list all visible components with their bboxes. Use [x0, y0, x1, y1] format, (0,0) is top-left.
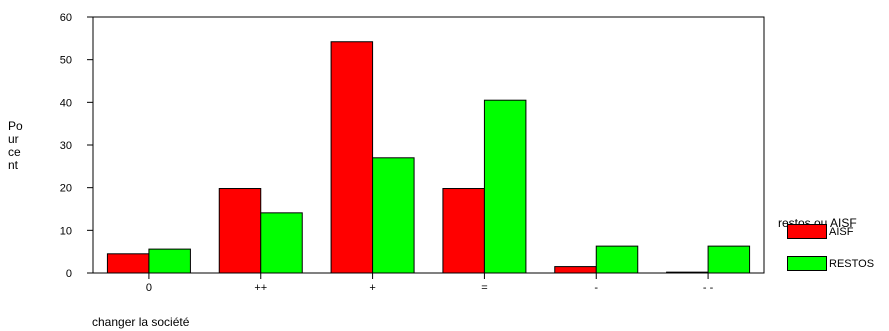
x-tick-label: 0 [146, 282, 152, 294]
y-tick-label: 0 [66, 268, 72, 280]
bar-aisf [442, 188, 485, 274]
bars-group [106, 41, 751, 274]
bar-aisf [330, 41, 374, 274]
y-tick-label: 50 [60, 55, 72, 67]
bar-aisf [218, 188, 262, 274]
bar-aisf [666, 271, 709, 274]
y-axis: 0 10 20 30 40 50 60 [60, 12, 93, 280]
bar-restos [148, 248, 191, 274]
plot-frame [92, 16, 765, 274]
x-tick-label: ++ [254, 282, 267, 294]
y-tick-label: 30 [60, 140, 72, 152]
x-tick-label: - - [703, 282, 714, 294]
bar-aisf [554, 266, 597, 274]
bar-restos [260, 212, 303, 274]
legend-label-restos: RESTOS [829, 257, 875, 270]
x-axis-label: changer la société [92, 315, 190, 329]
legend-item-aisf: AISF [787, 224, 853, 239]
legend-label-aisf: AISF [829, 225, 854, 238]
legend-item-restos: RESTOS [787, 256, 874, 271]
bar-restos [707, 245, 751, 274]
x-tick-label: = [481, 282, 487, 294]
bar-restos [595, 245, 639, 274]
bar-restos [483, 99, 527, 274]
bar-restos [372, 157, 415, 274]
y-axis-label: Po ur ce nt [8, 119, 23, 172]
x-axis: 0 ++ + = - - - [146, 273, 714, 294]
y-tick-label: 20 [60, 183, 72, 195]
legend-swatch-restos [787, 256, 827, 271]
x-tick-label: + [369, 282, 375, 294]
x-tick-label: - [594, 282, 598, 294]
y-tick-label: 40 [60, 97, 72, 109]
y-tick-label: 60 [60, 12, 72, 24]
legend-swatch-aisf [787, 224, 827, 239]
y-tick-label: 10 [60, 225, 72, 237]
bar-aisf [106, 253, 150, 274]
